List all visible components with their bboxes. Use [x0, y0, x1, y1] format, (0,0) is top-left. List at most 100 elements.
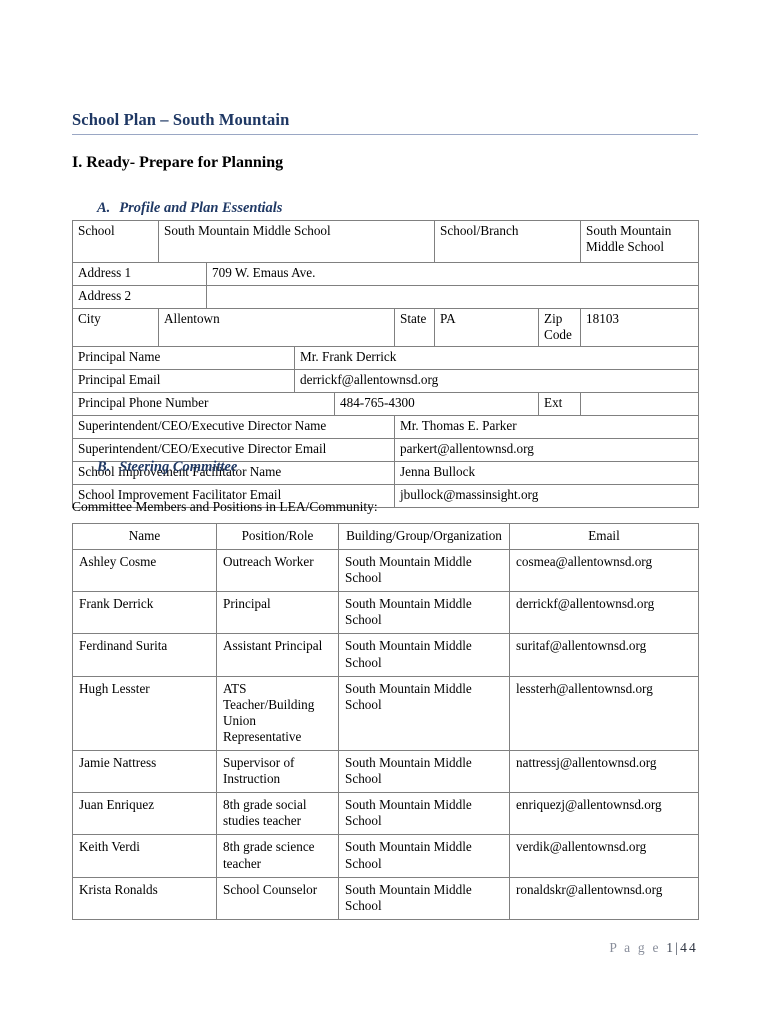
state-value: PA [434, 307, 540, 348]
member-building: South Mountain Middle School [338, 675, 510, 752]
subsection-b-letter: B. [97, 459, 111, 475]
table-row: Principal Email derrickf@allentownsd.org [72, 369, 700, 394]
member-name: Keith Verdi [72, 834, 217, 878]
state-label: State [393, 307, 436, 348]
table-row: School South Mountain Middle School Scho… [72, 220, 700, 263]
superintendent-email-label: Superintendent/CEO/Executive Director Em… [72, 438, 395, 463]
member-email: cosmea@allentownsd.org [509, 549, 699, 593]
table-header-row: Name Position/Role Building/Group/Organi… [72, 522, 699, 551]
branch-label: School/Branch [434, 220, 582, 263]
member-building: South Mountain Middle School [338, 591, 510, 635]
superintendent-name-value: Mr. Thomas E. Parker [393, 415, 700, 440]
member-role: School Counselor [216, 876, 339, 920]
member-name: Hugh Lesster [72, 675, 217, 752]
table-row: Krista Ronalds School Counselor South Moun… [72, 876, 699, 920]
subsection-b-label: Steering Committee [119, 459, 238, 475]
document-title: School Plan – South Mountain [72, 110, 698, 135]
table-row: School Improvement Facilitator Email jbu… [72, 484, 700, 509]
table-row: City Allentown State PA Zip Code 18103 [72, 307, 700, 348]
member-name: Ferdinand Surita [72, 633, 217, 677]
member-role: Outreach Worker [216, 549, 339, 593]
table-row: Principal Phone Number 484-765-4300 Ext [72, 392, 700, 417]
committee-intro-text: Committee Members and Positions in LEA/C… [72, 499, 378, 514]
footer-page-number: 1 [666, 940, 676, 955]
address2-value [205, 285, 700, 309]
member-email: verdik@allentownsd.org [509, 834, 699, 878]
facilitator-name-label: School Improvement Facilitator Name [72, 461, 395, 486]
city-label: City [72, 307, 159, 348]
member-name: Jamie Nattress [72, 750, 217, 794]
member-name: Frank Derrick [72, 591, 217, 635]
zip-value: 18103 [580, 307, 700, 348]
school-label: School [72, 220, 159, 263]
facilitator-email-value: jbullock@massinsight.org [393, 484, 700, 509]
member-building: South Mountain Middle School [338, 549, 510, 593]
member-email: lessterh@allentownsd.org [509, 675, 699, 752]
subsection-a-label: Profile and Plan Essentials [119, 200, 283, 216]
member-building: South Mountain Middle School [338, 792, 510, 836]
school-value: South Mountain Middle School [157, 220, 436, 263]
member-building: South Mountain Middle School [338, 876, 510, 920]
member-email: nattressj@allentownsd.org [509, 750, 699, 794]
column-header-role: Position/Role [216, 522, 339, 551]
zip-label: Zip Code [538, 307, 582, 348]
facilitator-name-value: Jenna Bullock [393, 461, 700, 486]
member-name: Juan Enriquez [72, 792, 217, 836]
member-role: 8th grade social studies teacher [216, 792, 339, 836]
principal-email-value: derrickf@allentownsd.org [293, 369, 700, 394]
superintendent-name-label: Superintendent/CEO/Executive Director Na… [72, 415, 395, 440]
table-row: Hugh Lesster ATS Teacher/Building Union R… [72, 675, 699, 752]
table-row: Superintendent/CEO/Executive Director Em… [72, 438, 700, 463]
column-header-name: Name [72, 522, 217, 551]
table-row: Keith Verdi 8th grade science teacher Sout… [72, 834, 699, 878]
table-row: School Improvement Facilitator Name Jenn… [72, 461, 700, 486]
table-row: Ferdinand Surita Assistant Principal South… [72, 633, 699, 677]
member-email: derrickf@allentownsd.org [509, 591, 699, 635]
member-role: 8th grade science teacher [216, 834, 339, 878]
subsection-b-heading: B. Steering Committee [97, 459, 237, 476]
table-row: Principal Name Mr. Frank Derrick [72, 346, 700, 371]
table-row: Frank Derrick Principal South Mountain Mid… [72, 591, 699, 635]
branch-value: South Mountain Middle School [580, 220, 700, 263]
superintendent-email-value: parkert@allentownsd.org [393, 438, 700, 463]
address2-label: Address 2 [72, 285, 207, 309]
member-email: suritaf@allentownsd.org [509, 633, 699, 677]
footer-page-total: 44 [680, 940, 698, 955]
steering-committee-table: Name Position/Role Building/Group/Organi… [72, 522, 699, 920]
footer-page-word: P a g e [609, 940, 661, 955]
column-header-building: Building/Group/Organization [338, 522, 510, 551]
principal-name-label: Principal Name [72, 346, 295, 371]
member-building: South Mountain Middle School [338, 633, 510, 677]
member-role: ATS Teacher/Building Union Representativ… [216, 675, 339, 752]
table-row: Address 1 709 W. Emaus Ave. [72, 262, 700, 286]
address1-value: 709 W. Emaus Ave. [205, 262, 700, 286]
member-role: Assistant Principal [216, 633, 339, 677]
principal-name-value: Mr. Frank Derrick [293, 346, 700, 371]
principal-phone-value: 484-765-4300 [333, 392, 540, 417]
member-name: Krista Ronalds [72, 876, 217, 920]
section-heading: I. Ready- Prepare for Planning [72, 154, 284, 171]
member-building: South Mountain Middle School [338, 834, 510, 878]
member-name: Ashley Cosme [72, 549, 217, 593]
table-row: Juan Enriquez 8th grade social studies te… [72, 792, 699, 836]
footer-separator: | [675, 940, 681, 955]
subsection-a-letter: A. [97, 200, 111, 216]
table-row: Address 2 [72, 285, 700, 309]
city-value: Allentown [158, 307, 395, 348]
ext-value [580, 392, 700, 417]
member-building: South Mountain Middle School [338, 750, 510, 794]
facilitator-email-label: School Improvement Facilitator Email [72, 484, 395, 509]
ext-label: Ext [538, 392, 582, 417]
column-header-email: Email [509, 522, 699, 551]
principal-email-label: Principal Email [72, 369, 295, 394]
subsection-a-heading: A. Profile and Plan Essentials [97, 200, 282, 217]
profile-table: School South Mountain Middle School Scho… [72, 220, 700, 509]
table-row: Jamie Nattress Supervisor of Instruction S… [72, 750, 699, 794]
page-footer: P a g e 1|44 [72, 940, 698, 956]
address1-label: Address 1 [72, 262, 207, 286]
member-email: ronaldskr@allentownsd.org [509, 876, 699, 920]
table-row: Superintendent/CEO/Executive Director Na… [72, 415, 700, 440]
member-email: enriquezj@allentownsd.org [509, 792, 699, 836]
member-role: Supervisor of Instruction [216, 750, 339, 794]
